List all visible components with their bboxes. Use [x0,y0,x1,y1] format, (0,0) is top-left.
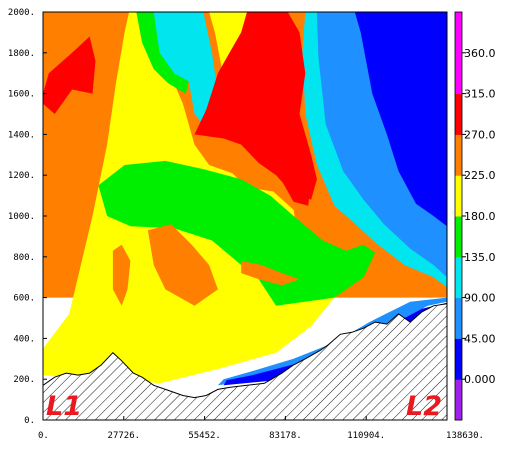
colorbar-tick-label: 270.0 [464,128,496,141]
x-tick-label: 110904. [347,431,385,441]
colorbar-tick-label: 90.00 [464,292,496,305]
axes: 0. 27726. 55452. 83178. 110904. 138630. 0. 200.… [8,8,484,441]
colorbar-segment [455,12,462,54]
terrain-hatch [43,303,447,420]
y-tick-label: 400. [13,334,35,344]
colorbar-segment [455,93,462,135]
y-tick-label: 1800. [8,49,35,59]
colorbar-tick-label: 180.0 [464,210,496,223]
colorbar-tick-label: 315.0 [464,88,496,101]
colorbar-segment [455,256,462,299]
colorbar-segment [455,134,462,176]
contour-region-14 [270,154,312,206]
right-endpoint-label: L2 [406,391,442,422]
colorbar-segment [455,379,462,421]
y-tick-label: 1000. [8,212,35,222]
x-tick-label: 0. [38,431,49,441]
colorbar-segment [455,297,462,339]
x-tick-label: 27726. [108,431,141,441]
colorbar-segment [455,175,462,217]
contour-region-3 [98,160,376,306]
colorbar-tick-label: 0.000 [464,373,496,386]
contour-region-10 [354,12,447,227]
colorbar-tick-label: 225.0 [464,169,496,182]
contour-region-18 [241,260,300,286]
contour-region-12 [43,36,96,114]
colorbar-segment [455,216,462,258]
contour-region-13 [194,12,317,200]
y-tick-label: 200. [13,375,35,385]
contour-region-16 [112,244,131,306]
y-tick-label: 2000. [8,8,35,18]
y-tick-label: 1600. [8,90,35,100]
y-tick-label: 600. [13,294,35,304]
left-endpoint-label: L1 [46,391,82,422]
y-tick-label: 0. [24,416,35,426]
colorbar-segment [455,52,462,95]
colorbar-tick-label: 135.0 [464,251,496,264]
terrain-outline [43,303,447,399]
y-tick-label: 1200. [8,171,35,181]
colorbar-tick-label: 360.0 [464,47,496,60]
contour-region-7 [153,12,218,135]
x-tick-label: 83178. [269,431,302,441]
colorbar: 0.000 45.00 90.00 135.0 180.0 225.0 270.0 315.0… [454,11,496,421]
contour-region-9 [217,297,447,386]
colorbar-segment [455,338,462,380]
contour-plot-area [43,12,447,420]
y-tick-label: 800. [13,253,35,263]
x-tick-label: 138630. [446,431,484,441]
contour-region-15 [147,224,218,306]
colorbar-tick-label: 45.00 [464,332,496,345]
y-tick-label: 1400. [8,130,35,140]
x-tick-label: 55452. [188,431,221,441]
contour-region-17 [43,154,73,204]
